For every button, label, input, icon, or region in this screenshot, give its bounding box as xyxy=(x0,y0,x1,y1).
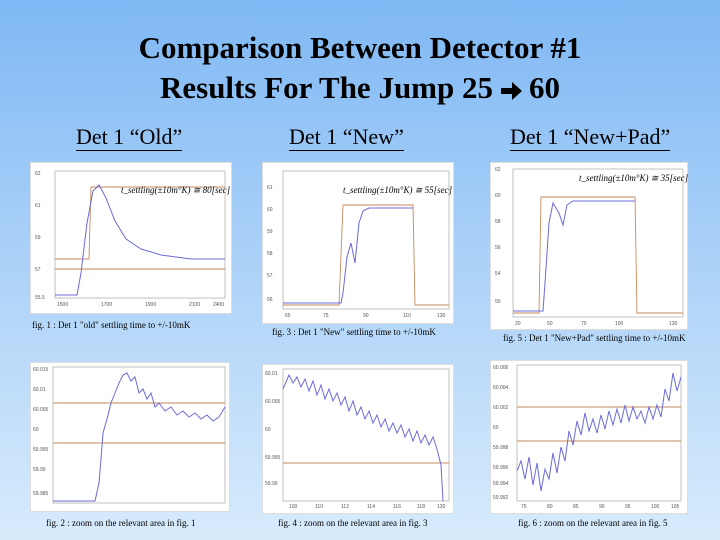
plot-fig1-svg xyxy=(54,170,226,299)
fig6-ytick: 60.004 xyxy=(493,385,509,391)
fig5-ytick: 60 xyxy=(495,193,501,199)
plot-fig5: t_settling(±10m°K) ≅ 35[sec] 62 60 58 56… xyxy=(490,162,688,330)
fig1-caption: fig. 1 : Det 1 "old" settling time to +/… xyxy=(32,320,191,330)
fig2-ytick: 60.01 xyxy=(33,387,46,393)
fig5-xtick: 70 xyxy=(581,321,587,327)
fig3-xtick: 75 xyxy=(323,313,329,319)
plot-fig6: 60.006 60.004 60.002 60 59.998 59.996 59… xyxy=(490,360,688,514)
fig6-xtick: 100 xyxy=(651,504,660,510)
fig4-caption: fig. 4 : zoom on the relevant area in fi… xyxy=(278,518,428,528)
plot-fig5-svg xyxy=(512,168,684,318)
fig1-ytick: 61 xyxy=(35,203,41,209)
column-header-newpad: Det 1 “New+Pad” xyxy=(510,124,671,151)
plot-fig1: t_settling(±10m°K) ≅ 80[sec] 62 61 59 57… xyxy=(30,162,232,314)
fig5-settling-label: t_settling(±10m°K) ≅ 35[sec] xyxy=(579,173,689,183)
fig5-caption: fig. 5 : Det 1 "New+Pad" settling time t… xyxy=(503,333,686,343)
fig6-xtick: 90 xyxy=(599,504,605,510)
fig5-xtick: 100 xyxy=(615,321,624,327)
fig2-ytick: 59.995 xyxy=(33,447,49,453)
fig1-ytick: 62 xyxy=(35,171,41,177)
fig3-xtick: 65 xyxy=(285,313,291,319)
fig3-ytick: 57 xyxy=(267,273,273,279)
fig6-ytick: 59.992 xyxy=(493,495,509,501)
fig5-ytick: 58 xyxy=(495,219,501,225)
fig5-ytick: 62 xyxy=(495,167,501,173)
plot-fig2-svg xyxy=(52,366,226,504)
fig4-xtick: 112 xyxy=(341,504,349,510)
fig1-xtick: 2100 xyxy=(189,302,201,308)
fig3-xtick: 110 xyxy=(403,313,411,319)
column-header-old: Det 1 “Old” xyxy=(76,124,183,151)
fig2-ytick: 59.985 xyxy=(33,491,49,497)
fig6-xtick: 75 xyxy=(521,504,527,510)
fig6-ytick: 59.998 xyxy=(493,445,509,451)
fig1-xtick: 1700 xyxy=(101,302,113,308)
fig1-ytick: 55.5 xyxy=(35,295,45,301)
fig6-xtick: 80 xyxy=(547,504,553,510)
fig6-xtick: 105 xyxy=(671,504,680,510)
fig3-ytick: 60 xyxy=(267,207,273,213)
fig3-ytick: 58 xyxy=(267,251,273,257)
fig6-ytick: 59.996 xyxy=(493,465,509,471)
fig2-ytick: 60.015 xyxy=(33,367,49,373)
fig2-caption: fig. 2 : zoom on the relevant area in fi… xyxy=(46,518,196,528)
fig6-ytick: 59.994 xyxy=(493,481,509,487)
title-jump-from: Results For The Jump 25 xyxy=(159,70,493,105)
fig1-ytick: 59 xyxy=(35,235,41,241)
fig5-xtick: 130 xyxy=(669,321,678,327)
fig5-ytick: 50 xyxy=(495,299,501,305)
fig5-xtick: 50 xyxy=(547,321,553,327)
plot-fig2: 60.015 60.01 60.005 60 59.995 59.99 59.9… xyxy=(30,362,230,512)
fig6-ytick: 60.006 xyxy=(493,365,509,371)
fig1-settling-label: t_settling(±10m°K) ≅ 80[sec] xyxy=(121,185,231,195)
fig3-xtick: 90 xyxy=(363,313,369,319)
fig3-ytick: 56 xyxy=(267,297,273,303)
fig3-settling-label: t_settling(±10m°K) ≅ 55[sec] xyxy=(343,185,453,195)
fig4-ytick: 60 xyxy=(265,427,271,433)
fig1-xtick: 1900 xyxy=(145,302,157,308)
fig3-xtick: 130 xyxy=(437,313,446,319)
fig5-ytick: 56 xyxy=(495,245,501,251)
fig6-ytick: 60.002 xyxy=(493,405,509,411)
fig1-xtick: 2400 xyxy=(213,302,225,308)
slide-title-line2: Results For The Jump 25 60 xyxy=(0,70,720,106)
right-arrow-icon xyxy=(501,81,522,100)
fig3-ytick: 61 xyxy=(267,185,273,191)
fig2-ytick: 60 xyxy=(33,427,39,433)
fig1-ytick: 57 xyxy=(35,267,41,273)
fig6-xtick: 95 xyxy=(625,504,631,510)
fig4-xtick: 118 xyxy=(417,504,425,510)
fig5-xtick: 20 xyxy=(515,321,521,327)
fig4-xtick: 120 xyxy=(437,504,446,510)
fig6-ytick: 60 xyxy=(493,425,499,431)
column-header-new: Det 1 “New” xyxy=(289,124,404,151)
plot-fig4-svg xyxy=(282,368,450,502)
plot-fig4: 60.01 60.005 60 59.995 59.99 100 110 112… xyxy=(262,364,454,514)
fig2-ytick: 60.005 xyxy=(33,407,49,413)
fig3-ytick: 59 xyxy=(267,229,273,235)
fig5-ytick: 54 xyxy=(495,271,501,277)
fig4-ytick: 60.01 xyxy=(265,371,278,377)
fig2-ytick: 59.99 xyxy=(33,467,46,473)
title-jump-to: 60 xyxy=(529,70,560,105)
fig1-xtick: 1500 xyxy=(57,302,69,308)
fig4-xtick: 100 xyxy=(289,504,298,510)
fig4-xtick: 116 xyxy=(393,504,401,510)
fig6-xtick: 85 xyxy=(573,504,579,510)
fig4-xtick: 110 xyxy=(315,504,323,510)
slide-title-line1: Comparison Between Detector #1 xyxy=(138,30,582,65)
fig4-ytick: 59.99 xyxy=(265,481,278,487)
plot-fig6-svg xyxy=(516,364,682,502)
plot-fig3: t_settling(±10m°K) ≅ 55[sec] 61 60 59 58… xyxy=(262,162,454,324)
fig4-xtick: 114 xyxy=(367,504,375,510)
fig4-ytick: 59.995 xyxy=(265,455,281,461)
fig4-ytick: 60.005 xyxy=(265,399,281,405)
fig6-caption: fig. 6 : zoom on the relevant area in fi… xyxy=(518,518,668,528)
fig3-caption: fig. 3 : Det 1 "New" settling time to +/… xyxy=(272,327,436,337)
plot-fig3-svg xyxy=(282,170,450,310)
